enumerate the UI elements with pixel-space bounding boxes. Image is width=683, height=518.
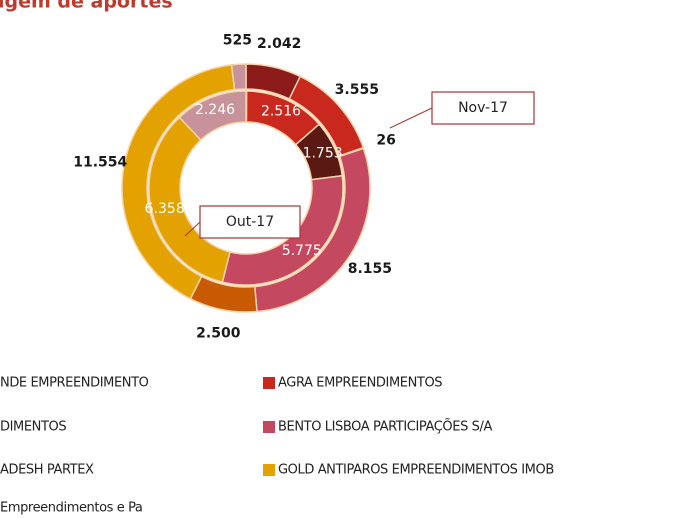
legend-label: BENTO LISBOA PARTICIPAÇÕES S/A	[278, 419, 492, 435]
legend-swatch	[263, 377, 275, 389]
legend-label: GOLD ANTIPAROS EMPREENDIMENTOS IMOB	[278, 463, 554, 478]
callout-box	[431, 91, 535, 125]
callout-line	[389, 107, 433, 129]
data-label: 26	[376, 132, 395, 148]
data-label: 6.358	[145, 201, 185, 217]
legend-label: ADESH PARTEX	[0, 463, 94, 478]
legend-label: Empreendimentos e Pa	[0, 501, 143, 516]
data-label: 3.555	[335, 82, 379, 98]
data-label: 8.155	[348, 261, 392, 277]
data-label: 1.753	[303, 146, 343, 162]
legend-label: DIMENTOS	[0, 420, 66, 435]
legend-label: NDE EMPREENDIMENTO	[0, 376, 149, 391]
donut-slice	[178, 90, 247, 142]
data-label: 2.246	[195, 102, 235, 118]
legend-swatch	[263, 464, 275, 476]
callout-box	[199, 205, 301, 239]
data-label: 2.500	[196, 325, 241, 341]
series-name: Nov-17	[458, 100, 508, 116]
donut-slice	[230, 63, 247, 91]
data-label: 11.554	[73, 154, 127, 170]
data-label: 5.775	[282, 243, 322, 259]
callout-line	[184, 221, 201, 237]
data-label: 2.042	[257, 36, 301, 52]
series-name: Out-17	[226, 214, 274, 230]
donut-slice	[148, 116, 231, 283]
legend-swatch	[263, 421, 275, 433]
legend-label: AGRA EMPREENDIMENTOS	[278, 376, 442, 391]
chart-title: igem de aportes	[0, 0, 173, 13]
data-label: 2.516	[261, 104, 301, 120]
data-label: 525	[223, 32, 252, 48]
